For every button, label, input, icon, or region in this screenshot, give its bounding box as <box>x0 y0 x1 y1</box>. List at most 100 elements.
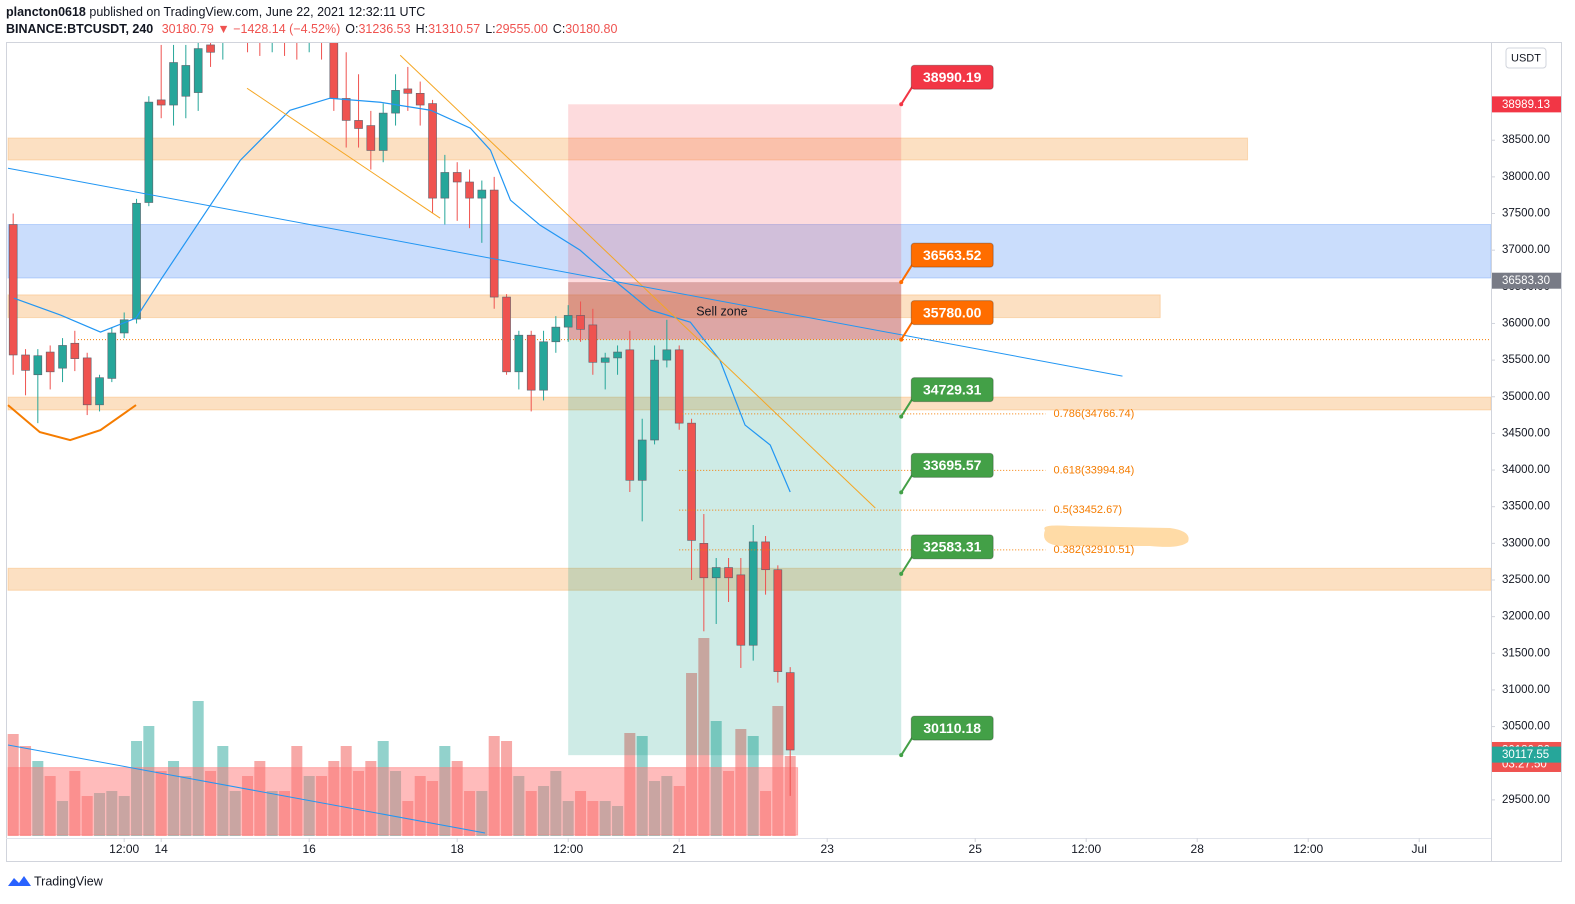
candle-body <box>465 181 474 199</box>
candle-body <box>132 202 141 320</box>
candle-body <box>403 88 413 94</box>
brand[interactable]: TradingView <box>34 874 104 888</box>
ohlc-key: O: <box>345 22 359 36</box>
y-tick-label: 37000.00 <box>1502 244 1550 256</box>
y-tick-label: 38500.00 <box>1502 134 1550 146</box>
candle-body <box>687 422 696 541</box>
candle-body <box>699 543 709 579</box>
level-label: 38990.19 <box>923 69 982 85</box>
header-line-1: plancton0618 published on TradingView.co… <box>6 4 617 21</box>
header: plancton0618 published on TradingView.co… <box>6 4 617 38</box>
y-tick-label: 38000.00 <box>1502 171 1550 183</box>
candle-body <box>452 172 462 183</box>
candle-body <box>415 93 425 106</box>
author[interactable]: plancton0618 <box>6 5 86 19</box>
y-tick-label: 36000.00 <box>1502 317 1550 329</box>
level-connector <box>900 320 915 341</box>
zone <box>7 767 799 836</box>
level-box <box>910 715 994 741</box>
candle-body <box>268 16 276 31</box>
last-price: 30180.79 <box>161 22 214 36</box>
level-label: 33695.57 <box>923 457 982 473</box>
candle-body <box>219 23 227 38</box>
x-tick-label: Jul <box>1412 842 1427 856</box>
level-box <box>910 534 994 560</box>
annotation: Sell zone <box>696 304 747 318</box>
candle-body <box>674 349 684 424</box>
y-tick-label: 32000.00 <box>1502 611 1550 623</box>
price-label: 38989.13 <box>1502 99 1550 111</box>
price-label: 36583.30 <box>1502 275 1550 287</box>
candle-body <box>8 224 18 356</box>
target-area <box>568 339 902 756</box>
candle-body <box>428 103 437 199</box>
stop-area <box>568 104 902 340</box>
y-tick-label: 35000.00 <box>1502 391 1550 403</box>
candle-body <box>281 16 289 23</box>
candle-body <box>748 541 758 646</box>
candle-body <box>70 342 80 359</box>
y-tick-label: 34500.00 <box>1502 427 1550 439</box>
published: published on TradingView.com, June 22, 2… <box>89 5 426 19</box>
zone <box>7 137 1249 161</box>
candle-body <box>58 345 67 369</box>
level-dot <box>899 102 904 107</box>
candle-body <box>305 23 313 30</box>
change: ▼ −1428.14 (−4.52%) <box>217 22 341 36</box>
zone <box>7 224 1491 279</box>
candle-body <box>95 377 104 406</box>
candle-body <box>551 326 561 343</box>
candle-body <box>341 98 351 121</box>
candle-body <box>329 43 339 99</box>
drawn-line <box>7 404 137 442</box>
level-connector <box>900 472 915 493</box>
candle-body <box>440 172 450 199</box>
symbol[interactable]: BINANCE:BTCUSDT, 240 <box>6 22 154 36</box>
zone <box>7 396 1491 411</box>
candle-body <box>539 341 548 391</box>
candle-body <box>588 324 598 363</box>
candle-body <box>244 8 252 15</box>
drawn-line <box>399 54 876 509</box>
level-label: 34729.31 <box>923 381 982 397</box>
drawn-line <box>7 167 1123 377</box>
fib-label: 0.382(32910.51) <box>1054 544 1135 556</box>
candle-body <box>119 319 129 334</box>
level-box <box>910 242 994 268</box>
price-label-box <box>1492 272 1561 289</box>
candle-body <box>256 16 264 31</box>
level-box <box>910 452 994 478</box>
candle-body <box>785 672 795 751</box>
candle-body <box>391 90 400 114</box>
x-tick-label: 12:00 <box>553 842 583 856</box>
candle-body <box>378 112 388 151</box>
candle-body <box>724 567 733 579</box>
currency-box <box>1505 47 1547 69</box>
level-dot <box>899 571 904 576</box>
candle-body <box>33 355 43 376</box>
candle-body <box>563 315 573 328</box>
ohlc-value: 31236.53 <box>358 22 411 36</box>
candle-body <box>169 62 178 106</box>
price-label: 30117.55 <box>1502 749 1549 761</box>
candle-body <box>650 359 659 441</box>
level-connector <box>900 397 915 418</box>
candle-body <box>576 315 585 330</box>
footer-logo <box>8 876 31 886</box>
volume-bar <box>698 638 710 836</box>
ohlc-value: 29555.00 <box>495 22 548 36</box>
candle-body <box>736 574 746 646</box>
x-tick-label: 21 <box>673 842 687 856</box>
candle-body <box>662 349 672 361</box>
candle-body <box>489 189 499 298</box>
price-label-box <box>1492 746 1561 763</box>
entry-area <box>568 282 902 340</box>
candle-body <box>107 332 117 379</box>
level-connector <box>900 84 915 105</box>
ohlc-key: L: <box>485 22 496 36</box>
fib-label: 0.618(33994.84) <box>1054 464 1135 476</box>
drawn-line <box>13 97 791 493</box>
x-tick-label: 28 <box>1191 842 1205 856</box>
